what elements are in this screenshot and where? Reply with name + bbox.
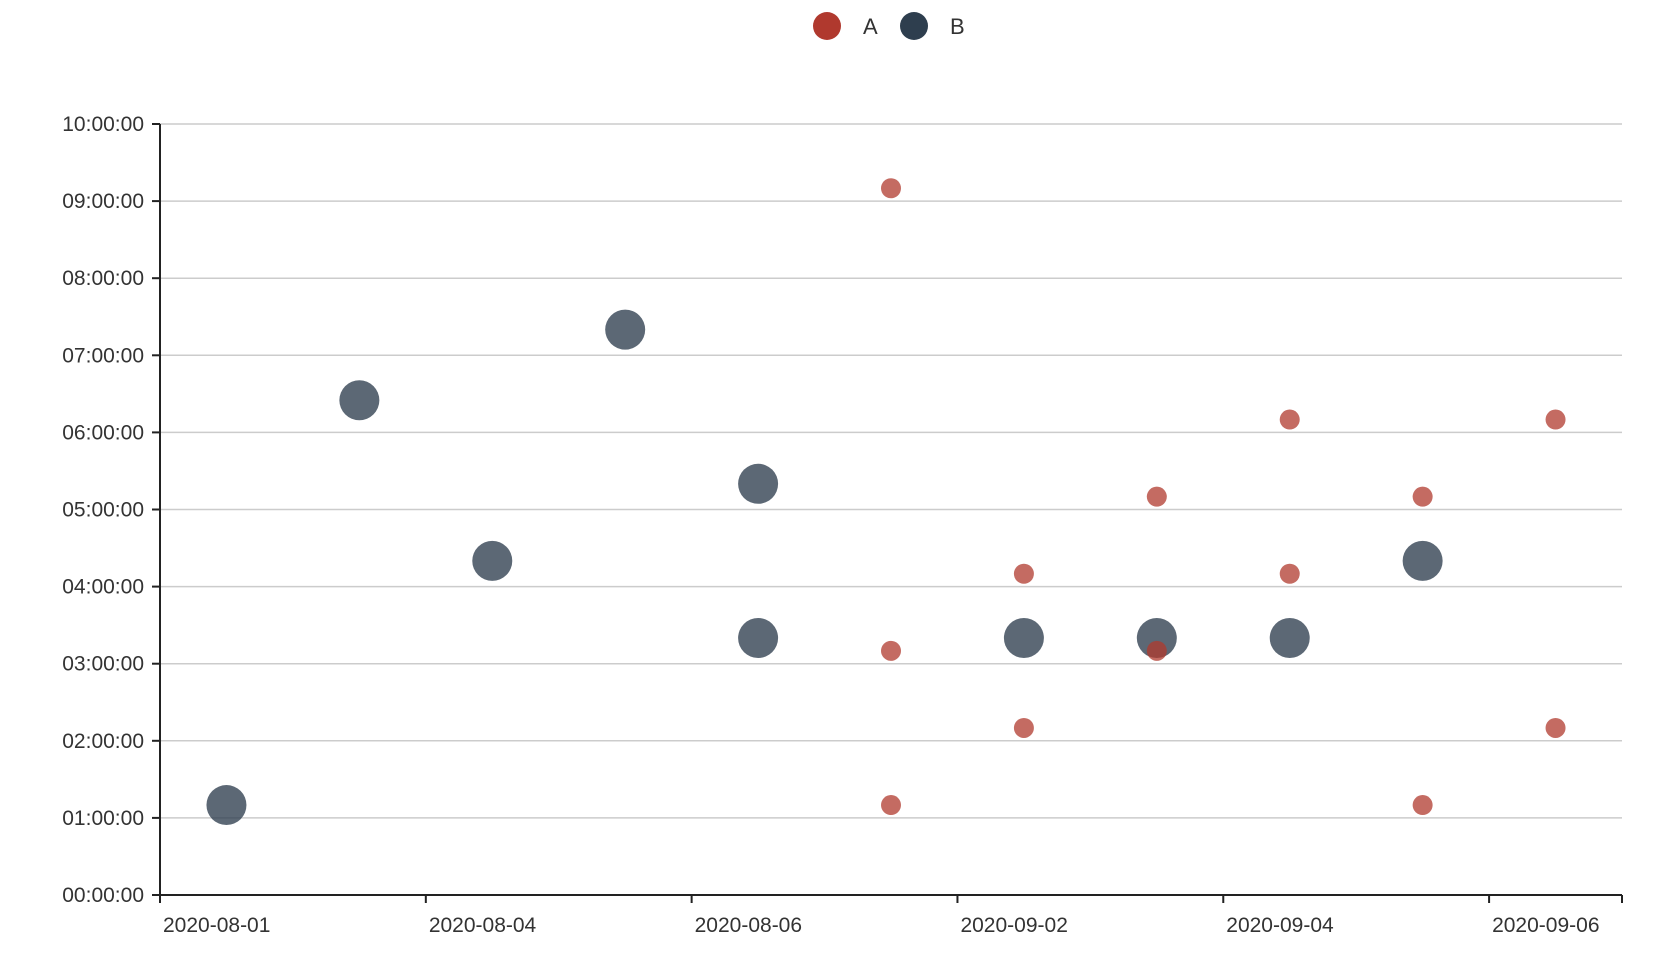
- series-a-point: [1545, 409, 1566, 430]
- x-tick-label: 2020-08-01: [163, 914, 270, 937]
- legend-label: A: [863, 14, 878, 39]
- x-tick-label: 2020-09-02: [960, 914, 1067, 937]
- series-b-point: [1136, 618, 1177, 658]
- y-tick-label: 06:00:00: [62, 421, 144, 444]
- series-a-point: [1146, 640, 1167, 661]
- series-b-points: [206, 309, 1443, 826]
- series-b-point: [472, 540, 513, 581]
- series-b-point: [1269, 618, 1310, 658]
- legend-item-a[interactable]: A: [813, 12, 878, 40]
- y-tick-label: 07:00:00: [62, 344, 144, 367]
- series-a-points: [881, 178, 1566, 816]
- series-b-point: [206, 785, 247, 826]
- y-tick-label: 09:00:00: [62, 190, 144, 213]
- grid-lines: [160, 123, 1622, 819]
- y-tick-label: 03:00:00: [62, 653, 144, 676]
- series-a-point: [1146, 486, 1167, 507]
- series-a-point: [1412, 486, 1433, 507]
- series-b-point: [605, 309, 646, 350]
- series-a-point: [881, 640, 901, 661]
- series-a-point: [1279, 563, 1300, 584]
- series-b-point: [1003, 618, 1044, 658]
- legend-marker-a: [813, 12, 841, 40]
- legend-label: B: [950, 14, 965, 39]
- x-tick-label: 2020-08-06: [695, 914, 802, 937]
- series-b-point: [738, 618, 779, 658]
- series-a-point: [1412, 795, 1433, 816]
- series-a-point: [881, 178, 901, 199]
- y-tick-label: 04:00:00: [62, 576, 144, 599]
- series-b-point: [1402, 540, 1443, 581]
- y-tick-label: 05:00:00: [62, 499, 144, 522]
- axes: 00:00:00 01:00:00 02:00:00 03:00:00 04:00:00…: [62, 113, 1623, 937]
- series-a-point: [881, 795, 901, 816]
- y-tick-label: 02:00:00: [62, 730, 144, 753]
- series-a-point: [1013, 563, 1034, 584]
- series-a-point: [1279, 409, 1300, 430]
- y-tick-label: 01:00:00: [62, 807, 144, 830]
- series-a-point: [1013, 717, 1034, 738]
- x-tick-label: 2020-09-06: [1492, 914, 1599, 937]
- series-b-point: [339, 380, 380, 421]
- legend-marker-b: [900, 12, 928, 40]
- legend-item-b[interactable]: B: [900, 12, 965, 40]
- y-tick-label: 00:00:00: [62, 884, 144, 907]
- y-tick-label: 10:00:00: [62, 113, 144, 136]
- series-a-point: [1545, 717, 1566, 738]
- x-tick-label: 2020-08-04: [429, 914, 537, 937]
- series-b-point: [738, 463, 779, 504]
- y-tick-label: 08:00:00: [62, 267, 144, 290]
- x-tick-label: 2020-09-04: [1226, 914, 1334, 937]
